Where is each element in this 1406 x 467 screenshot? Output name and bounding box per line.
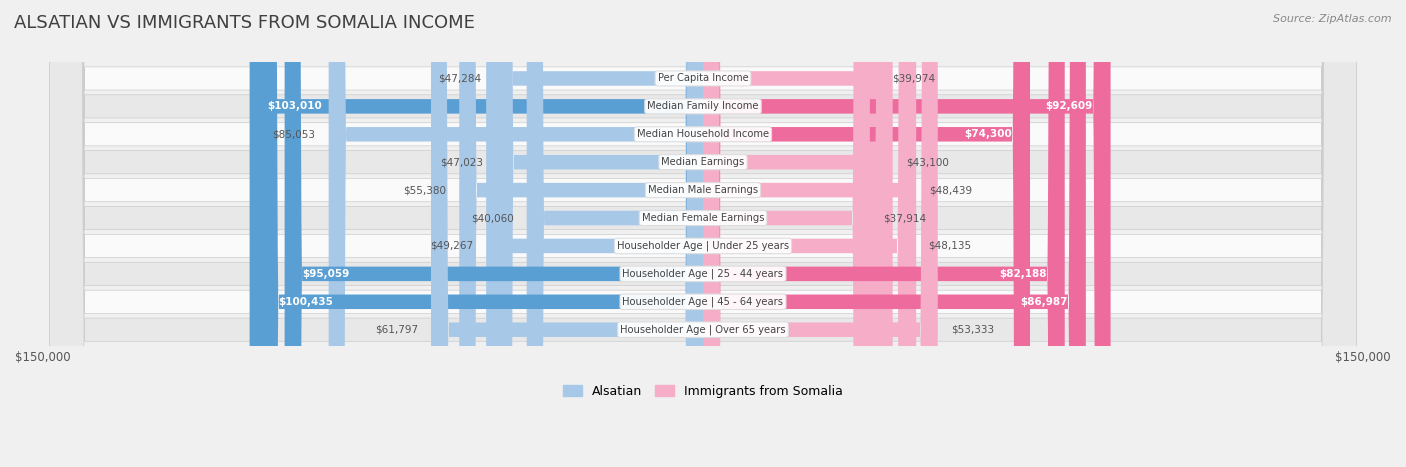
Text: $49,267: $49,267 (430, 241, 472, 251)
Text: $85,053: $85,053 (273, 129, 315, 139)
FancyBboxPatch shape (49, 0, 1357, 467)
FancyBboxPatch shape (49, 0, 1357, 467)
Text: Householder Age | Over 65 years: Householder Age | Over 65 years (620, 325, 786, 335)
Text: $39,974: $39,974 (893, 73, 935, 84)
Text: $43,100: $43,100 (905, 157, 949, 167)
FancyBboxPatch shape (49, 0, 1357, 467)
FancyBboxPatch shape (703, 0, 917, 467)
FancyBboxPatch shape (49, 0, 1357, 467)
FancyBboxPatch shape (49, 0, 1357, 467)
FancyBboxPatch shape (703, 0, 1031, 467)
Text: $86,987: $86,987 (1021, 297, 1069, 307)
Text: $53,333: $53,333 (950, 325, 994, 335)
Legend: Alsatian, Immigrants from Somalia: Alsatian, Immigrants from Somalia (558, 380, 848, 403)
Text: Per Capita Income: Per Capita Income (658, 73, 748, 84)
FancyBboxPatch shape (703, 0, 915, 467)
FancyBboxPatch shape (703, 0, 1064, 467)
Text: $37,914: $37,914 (883, 213, 927, 223)
FancyBboxPatch shape (703, 0, 1085, 467)
FancyBboxPatch shape (495, 0, 703, 467)
Text: Median Earnings: Median Earnings (661, 157, 745, 167)
Text: ALSATIAN VS IMMIGRANTS FROM SOMALIA INCOME: ALSATIAN VS IMMIGRANTS FROM SOMALIA INCO… (14, 14, 475, 32)
Text: $55,380: $55,380 (404, 185, 446, 195)
FancyBboxPatch shape (49, 0, 1357, 467)
Text: $48,439: $48,439 (929, 185, 973, 195)
Text: Source: ZipAtlas.com: Source: ZipAtlas.com (1274, 14, 1392, 24)
Text: $47,284: $47,284 (439, 73, 482, 84)
Text: $82,188: $82,188 (1000, 269, 1047, 279)
FancyBboxPatch shape (703, 0, 879, 467)
Text: Median Household Income: Median Household Income (637, 129, 769, 139)
Text: $74,300: $74,300 (965, 129, 1012, 139)
Text: $47,023: $47,023 (440, 157, 482, 167)
FancyBboxPatch shape (703, 0, 938, 467)
Text: Median Family Income: Median Family Income (647, 101, 759, 111)
Text: $95,059: $95,059 (302, 269, 350, 279)
Text: $92,609: $92,609 (1046, 101, 1092, 111)
FancyBboxPatch shape (432, 0, 703, 467)
FancyBboxPatch shape (703, 0, 870, 467)
Text: Householder Age | Under 25 years: Householder Age | Under 25 years (617, 241, 789, 251)
FancyBboxPatch shape (496, 0, 703, 467)
FancyBboxPatch shape (527, 0, 703, 467)
Text: $103,010: $103,010 (267, 101, 322, 111)
Text: Median Male Earnings: Median Male Earnings (648, 185, 758, 195)
FancyBboxPatch shape (284, 0, 703, 467)
Text: $100,435: $100,435 (278, 297, 333, 307)
Text: Householder Age | 45 - 64 years: Householder Age | 45 - 64 years (623, 297, 783, 307)
FancyBboxPatch shape (486, 0, 703, 467)
Text: $40,060: $40,060 (471, 213, 513, 223)
FancyBboxPatch shape (49, 0, 1357, 467)
FancyBboxPatch shape (49, 0, 1357, 467)
Text: $48,135: $48,135 (928, 241, 972, 251)
FancyBboxPatch shape (703, 0, 1111, 467)
Text: $61,797: $61,797 (374, 325, 418, 335)
Text: Householder Age | 25 - 44 years: Householder Age | 25 - 44 years (623, 269, 783, 279)
FancyBboxPatch shape (329, 0, 703, 467)
FancyBboxPatch shape (49, 0, 1357, 467)
FancyBboxPatch shape (703, 0, 893, 467)
FancyBboxPatch shape (49, 0, 1357, 467)
FancyBboxPatch shape (262, 0, 703, 467)
FancyBboxPatch shape (460, 0, 703, 467)
FancyBboxPatch shape (250, 0, 703, 467)
Text: Median Female Earnings: Median Female Earnings (641, 213, 765, 223)
